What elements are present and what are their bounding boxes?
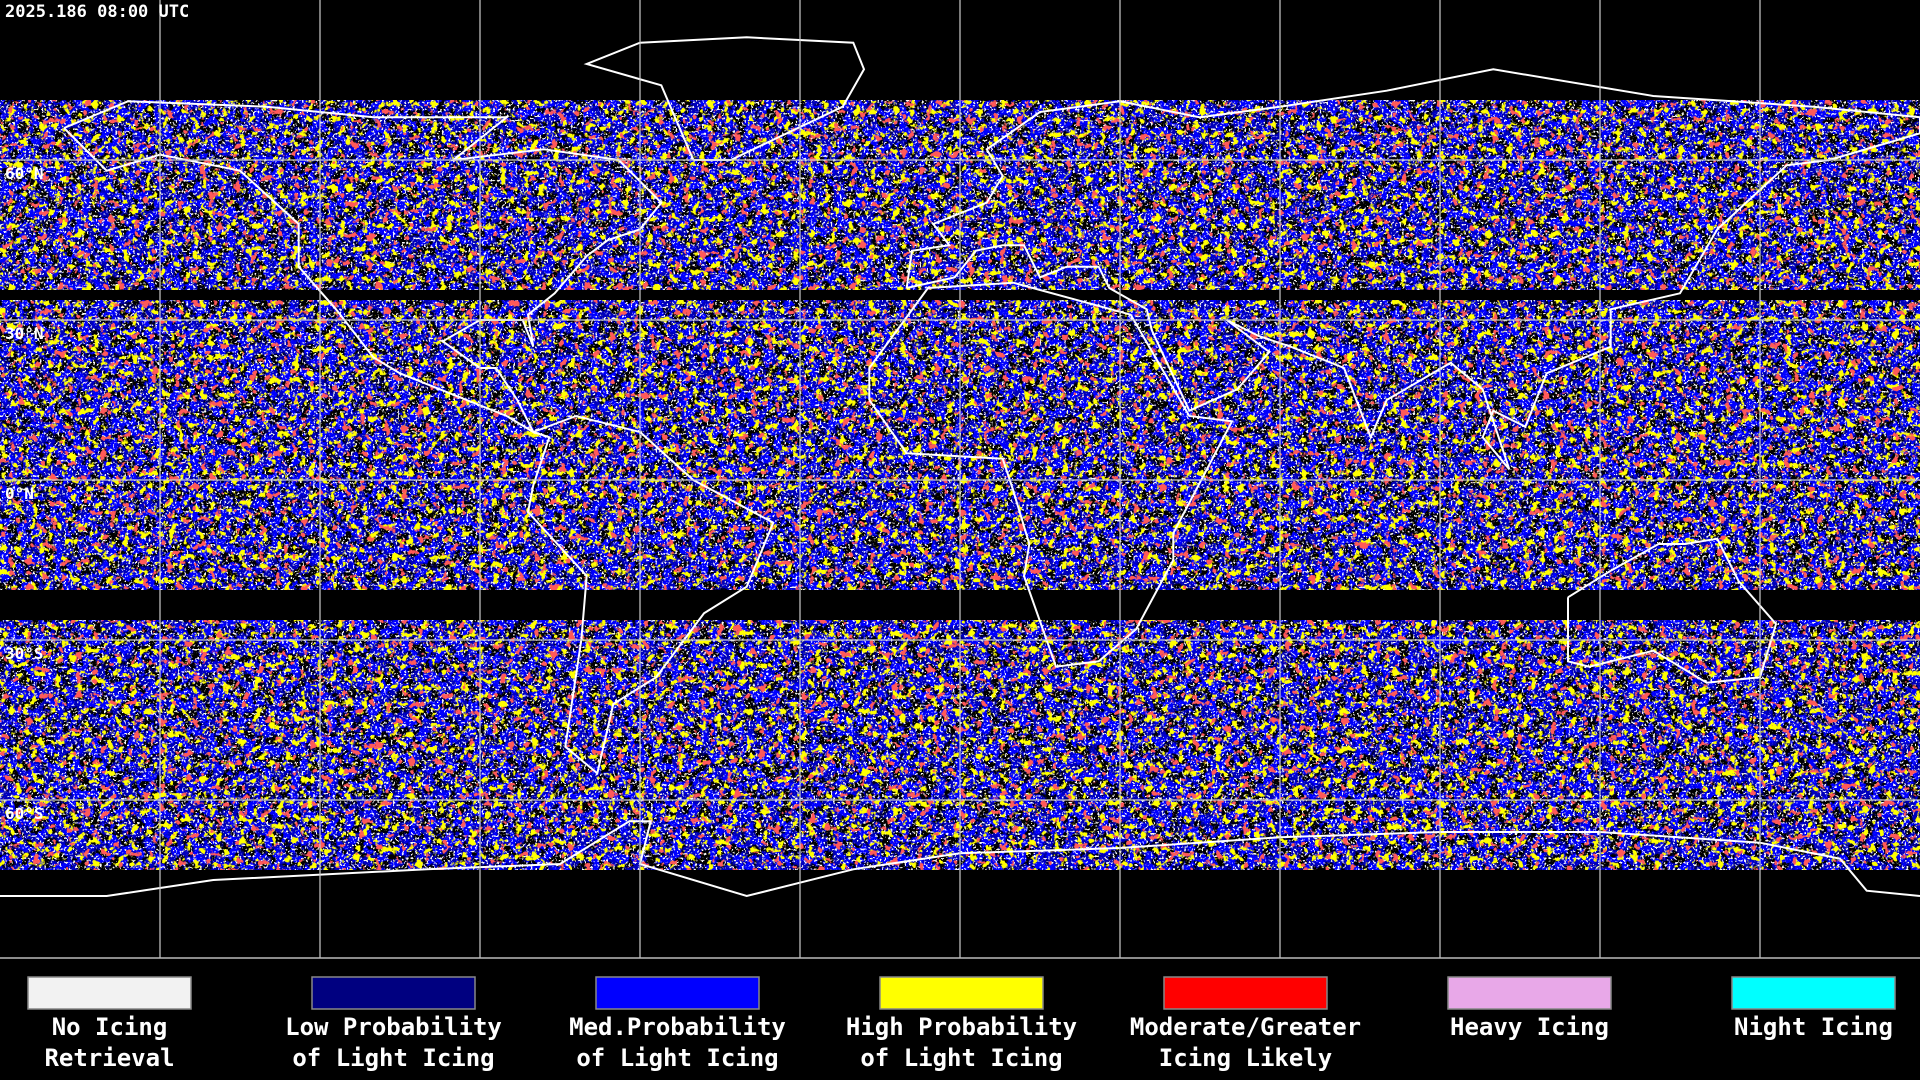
legend-label: of Light Icing — [860, 1044, 1062, 1072]
legend-swatch — [1163, 976, 1328, 1010]
legend: No Icing Retrieval Low Probability of Light… — [27, 976, 1896, 1072]
latitude-label: 60°N — [5, 164, 44, 183]
legend-label: Med.Probability — [569, 1013, 786, 1041]
legend-label: of Light Icing — [576, 1044, 778, 1072]
legend-swatch — [27, 976, 192, 1010]
legend-swatch — [1447, 976, 1612, 1010]
timestamp: 2025.186 08:00 UTC — [5, 2, 189, 22]
legend-swatch — [1731, 976, 1896, 1010]
latitude-label: 0°N — [5, 484, 34, 503]
coastline — [526, 414, 775, 776]
graticule — [0, 0, 1920, 958]
latitude-label: 60°S — [5, 804, 44, 823]
latitude-labels: 60°N 30°N 0°N 30°S 60°S — [5, 164, 44, 823]
latitude-label: 30°N — [5, 324, 44, 343]
coastline — [868, 281, 1234, 668]
legend-label: No Icing — [52, 1013, 168, 1041]
legend-label: Retrieval — [44, 1044, 174, 1072]
legend-label: of Light Icing — [292, 1044, 494, 1072]
legend-label: Night Icing — [1734, 1013, 1893, 1041]
coastline — [905, 68, 1920, 470]
legend-label: High Probability — [846, 1013, 1077, 1041]
legend-label: Low Probability — [285, 1013, 502, 1041]
legend-label: Icing Likely — [1159, 1044, 1332, 1072]
legend-swatch — [595, 976, 760, 1010]
legend-swatch — [879, 976, 1044, 1010]
legend-label: Heavy Icing — [1450, 1013, 1609, 1041]
coastline — [1567, 537, 1778, 684]
legend-label: Moderate/Greater — [1130, 1013, 1361, 1041]
latitude-label: 30°S — [5, 644, 44, 663]
legend-swatch — [311, 976, 476, 1010]
